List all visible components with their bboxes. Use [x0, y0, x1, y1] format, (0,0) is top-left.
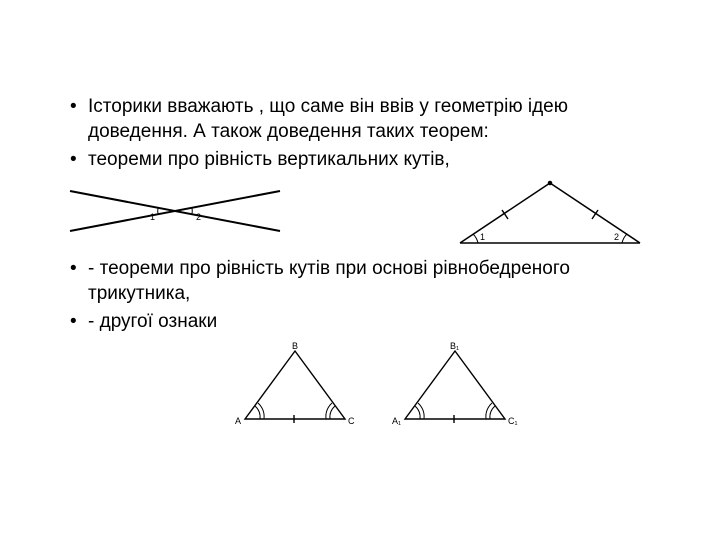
vertical-angles-figure: 1 2 — [60, 177, 290, 245]
bullet-2: теореми про рівність вертикальних кутів, — [60, 148, 660, 173]
bullet-1: Історики вважають , що саме він ввів у г… — [60, 95, 660, 144]
figure-row-2: A B C A₁ B₁ C₁ — [60, 339, 660, 439]
vert-label-1: 1 — [150, 212, 155, 222]
iso-label-2: 2 — [614, 232, 619, 242]
bullet-3: - теореми про рівність кутів при основі … — [60, 257, 660, 306]
congruent-triangle-left: A B C — [220, 339, 370, 434]
tri-l-A: A — [235, 416, 241, 426]
bullet-list: Історики вважають , що саме він ввів у г… — [60, 95, 660, 173]
tri-r-A: A₁ — [392, 416, 401, 426]
bullet-4: - другої ознаки — [60, 310, 660, 335]
iso-label-1: 1 — [480, 232, 485, 242]
slide: Історики вважають , що саме він ввів у г… — [0, 0, 720, 540]
tri-l-B: B — [292, 341, 298, 351]
congruent-triangle-right: A₁ B₁ C₁ — [380, 339, 530, 434]
tri-r-B: B₁ — [450, 341, 459, 351]
figure-row-1: 1 2 1 2 — [60, 177, 660, 251]
tri-l-C: C — [348, 416, 355, 426]
bullet-list-2: - теореми про рівність кутів при основі … — [60, 257, 660, 335]
isosceles-triangle-figure: 1 2 — [450, 177, 650, 251]
tri-r-C: C₁ — [508, 416, 518, 426]
vert-label-2: 2 — [196, 212, 201, 222]
